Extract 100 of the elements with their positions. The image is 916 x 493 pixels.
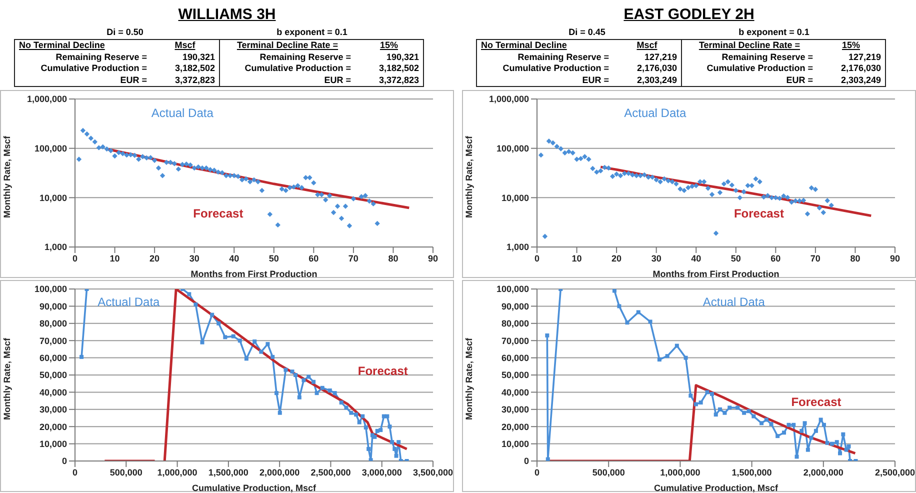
text: 3,372,823 [174,74,216,86]
text: 127,219 [643,52,678,63]
point [274,391,279,396]
y-tick-label: 0 [524,456,529,466]
point [284,368,288,372]
point [80,354,84,359]
point [354,412,358,417]
x-tick-label: 2,500,000 [874,467,916,478]
x-tick-label: 80 [388,253,398,264]
point [617,304,622,308]
y-tick-label: 40,000 [501,387,529,398]
y-tick-label: 70,000 [501,336,529,346]
y-tick-label: 20,000 [39,422,67,432]
text: 2,176,030 [636,63,678,74]
annotation: Actual Data [702,295,766,310]
point [814,428,818,433]
x-tick-label: 50 [268,253,279,264]
x-tick-label: 60 [308,253,319,264]
y-tick-label: 80,000 [501,318,529,329]
point [266,342,270,346]
x-tick-label: 0 [72,253,78,264]
y-tick-label: 30,000 [501,404,529,415]
point [297,395,302,400]
point [830,442,834,446]
point [312,380,316,384]
line-series [599,166,872,217]
point [806,448,810,452]
text: 3,182,502 [174,63,216,74]
point [698,400,703,405]
y-tick-label: 0 [62,456,67,466]
annotation: Actual Data [98,295,160,310]
x-tick-label: 1,000,000 [157,467,198,478]
x-tick-label: 70 [810,253,820,264]
point [746,409,751,414]
point [776,434,780,438]
x-tick-label: 500,000 [592,467,625,478]
point [736,406,740,410]
x-tick-label: 30 [189,253,200,264]
text: Cumulative Production = [502,63,610,74]
text: 2,176,030 [840,63,882,74]
x-tick-label: 20 [150,253,160,264]
text: EUR = [581,74,610,86]
y-tick-label: 1,000 [506,242,529,252]
point [657,358,662,362]
x-tick-label: 10 [572,253,582,264]
y-axis-title: Monthly Rate, Mscf [2,134,12,218]
annotation: Actual Data [151,106,214,120]
x-tick-label: 30 [651,253,662,264]
point [752,414,756,418]
point [794,454,799,459]
annotation: Actual Data [624,106,686,120]
text: Remaining Reserve = [219,52,355,63]
x-axis-title: Months from First Production [190,269,318,279]
y-axis-title: Monthly Rate, Mscf [464,336,474,420]
point [396,440,401,444]
point [688,394,693,398]
text: 2,303,249 [636,74,678,86]
y-tick-label: 60,000 [39,352,67,363]
point [728,406,732,410]
annotation: Forecast [791,394,842,409]
text: EAST GODLEY 2H [622,6,756,24]
x-tick-label: 60 [770,253,781,264]
y-tick-label: 70,000 [39,336,67,346]
y-tick-label: 1,000 [44,242,67,252]
x-tick-label: 50 [730,253,741,264]
y-tick-label: 100,000 [34,144,67,154]
x-tick-label: 0 [534,253,540,264]
x-tick-label: 20 [612,253,622,264]
text: 190,321 [385,52,420,63]
point [344,406,348,410]
text: 190,321 [181,52,216,63]
y-tick-label: 90,000 [39,301,67,312]
text: 15% [840,40,861,52]
y-tick-label: 50,000 [39,370,67,380]
x-tick-label: 500,000 [110,467,142,478]
x-tick-label: 2,000,000 [260,467,300,478]
point [822,422,826,427]
point [705,390,710,394]
text: 3,372,823 [378,74,420,86]
text: Cumulative Production = [681,63,817,74]
annotation: Forecast [193,206,244,220]
text: Remaining Reserve = [681,52,817,63]
point [802,421,807,426]
text: b exponent = 0.1 [276,26,348,38]
point [809,436,814,440]
x-axis-title: Cumulative Production, Mscf [654,483,780,493]
text: EUR = [681,74,817,86]
x-tick-label: 90 [890,253,900,264]
point [710,392,714,396]
y-tick-label: 10,000 [39,438,67,449]
x-tick-label: 2,500,000 [310,467,351,478]
point [764,418,768,422]
point [782,430,786,435]
point [252,339,257,344]
text: Remaining Reserve = [516,52,610,63]
point [290,370,294,374]
point [394,454,398,458]
y-tick-label: 1,000,000 [488,94,529,104]
point [694,402,698,406]
point [844,448,848,452]
